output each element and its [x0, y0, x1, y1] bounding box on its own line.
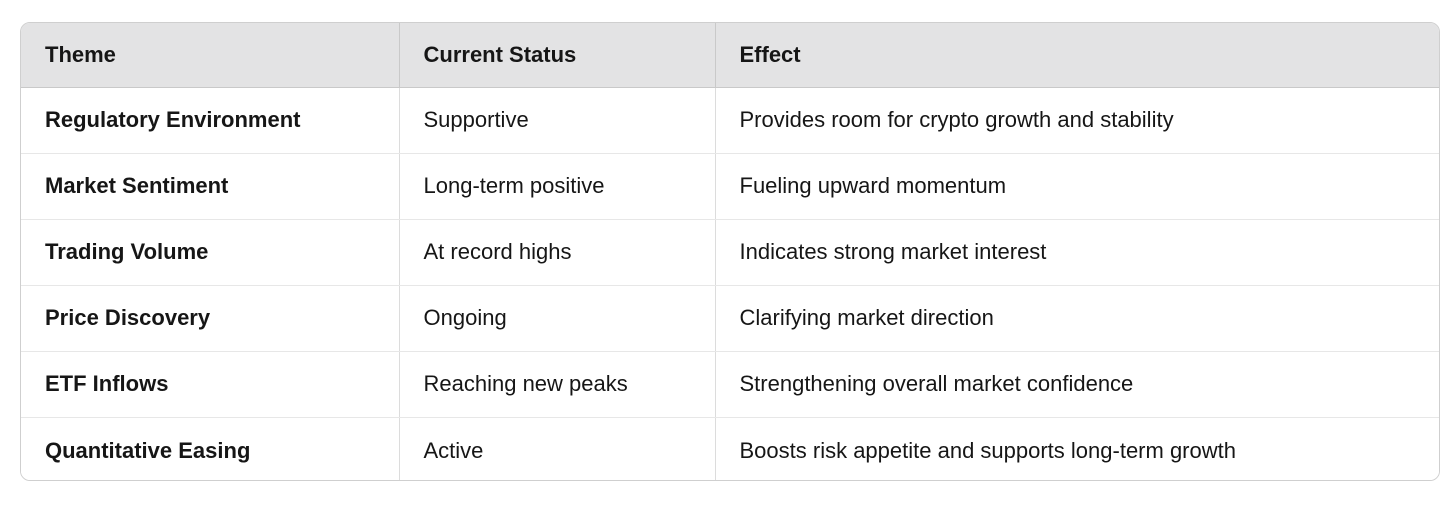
table-header-row: Theme Current Status Effect	[21, 23, 1439, 88]
table-row: Regulatory Environment Supportive Provid…	[21, 87, 1439, 154]
effect-cell: Strengthening overall market confidence	[715, 351, 1439, 418]
status-cell: Ongoing	[399, 285, 716, 352]
effect-cell: Boosts risk appetite and supports long-t…	[715, 417, 1439, 480]
effect-cell: Fueling upward momentum	[715, 153, 1439, 220]
status-cell: At record highs	[399, 219, 716, 286]
status-cell: Active	[399, 417, 716, 480]
market-themes-table: Theme Current Status Effect Regulatory E…	[20, 22, 1440, 481]
theme-cell: Regulatory Environment	[21, 87, 400, 154]
theme-cell: Trading Volume	[21, 219, 400, 286]
status-cell: Long-term positive	[399, 153, 716, 220]
table-row: Market Sentiment Long-term positive Fuel…	[21, 153, 1439, 220]
column-header-effect: Effect	[715, 23, 1439, 88]
theme-cell: Market Sentiment	[21, 153, 400, 220]
data-table: Theme Current Status Effect Regulatory E…	[21, 23, 1439, 480]
table-row: ETF Inflows Reaching new peaks Strengthe…	[21, 351, 1439, 418]
theme-cell: Price Discovery	[21, 285, 400, 352]
column-header-status: Current Status	[399, 23, 716, 88]
effect-cell: Indicates strong market interest	[715, 219, 1439, 286]
table-row: Trading Volume At record highs Indicates…	[21, 219, 1439, 286]
table-row: Quantitative Easing Active Boosts risk a…	[21, 417, 1439, 480]
theme-cell: Quantitative Easing	[21, 417, 400, 480]
status-cell: Supportive	[399, 87, 716, 154]
status-cell: Reaching new peaks	[399, 351, 716, 418]
theme-cell: ETF Inflows	[21, 351, 400, 418]
table-row: Price Discovery Ongoing Clarifying marke…	[21, 285, 1439, 352]
effect-cell: Clarifying market direction	[715, 285, 1439, 352]
effect-cell: Provides room for crypto growth and stab…	[715, 87, 1439, 154]
column-header-theme: Theme	[21, 23, 400, 88]
